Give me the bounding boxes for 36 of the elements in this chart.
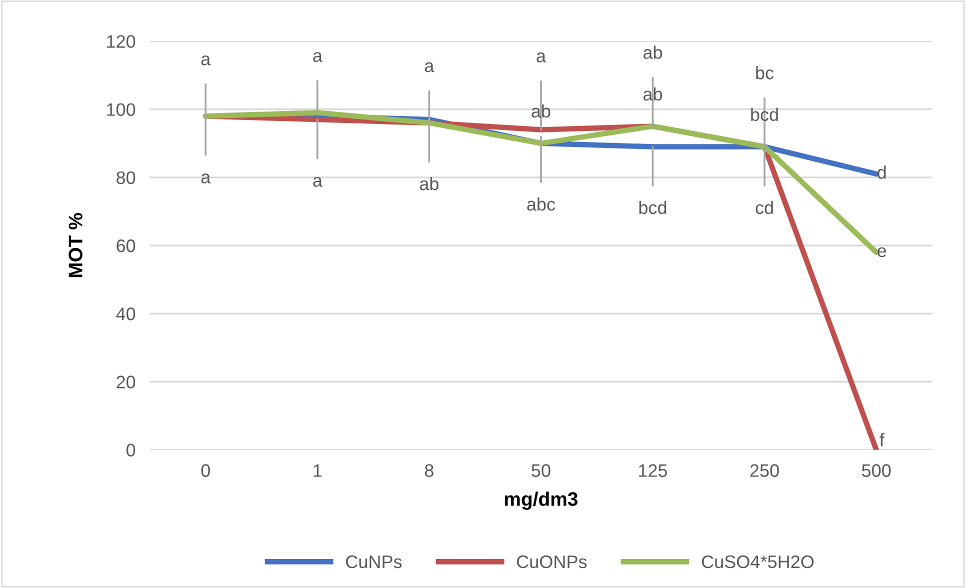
x-tick-label: 500 <box>862 464 891 477</box>
y-tick-label: 0 <box>126 444 136 457</box>
annotation: a <box>313 176 322 187</box>
annotation: bcd <box>639 200 666 214</box>
y-tick-label: 60 <box>116 239 136 252</box>
x-tick-label: 125 <box>639 464 668 477</box>
x-axis-title: mg/dm3 <box>504 492 578 510</box>
annotation: ab <box>643 87 662 101</box>
x-tick-label: 50 <box>532 464 550 477</box>
x-tick-label: 1 <box>314 464 322 477</box>
annotation: ab <box>420 176 438 190</box>
legend-label: CuSO4*5H2O <box>702 555 814 568</box>
annotation: ab <box>643 46 662 59</box>
annotation: bcd <box>751 108 778 122</box>
legend-label: CuNPs <box>346 555 402 568</box>
annotation: cd <box>756 200 773 214</box>
annotation: ab <box>532 104 550 118</box>
annotation: f <box>880 433 884 446</box>
y-tick-label: 40 <box>116 308 136 320</box>
annotation: a <box>536 52 546 62</box>
annotation: abc <box>527 197 556 211</box>
annotation: bc <box>756 66 774 80</box>
y-tick-label: 100 <box>107 103 136 116</box>
x-tick-label: 0 <box>201 464 210 477</box>
annotation: a <box>313 52 322 62</box>
x-tick-label: 8 <box>424 464 434 477</box>
annotation: a <box>424 62 434 72</box>
y-tick-label: 80 <box>116 171 136 184</box>
legend-label: CuONPs <box>516 555 587 568</box>
annotation: a <box>201 55 211 66</box>
y-tick-label: 20 <box>116 376 136 388</box>
y-tick-label: 120 <box>107 35 136 48</box>
annotation: a <box>201 174 211 184</box>
x-tick-label: 250 <box>750 464 779 477</box>
annotation: d <box>878 166 886 179</box>
y-axis-title: MOT % <box>68 213 82 278</box>
